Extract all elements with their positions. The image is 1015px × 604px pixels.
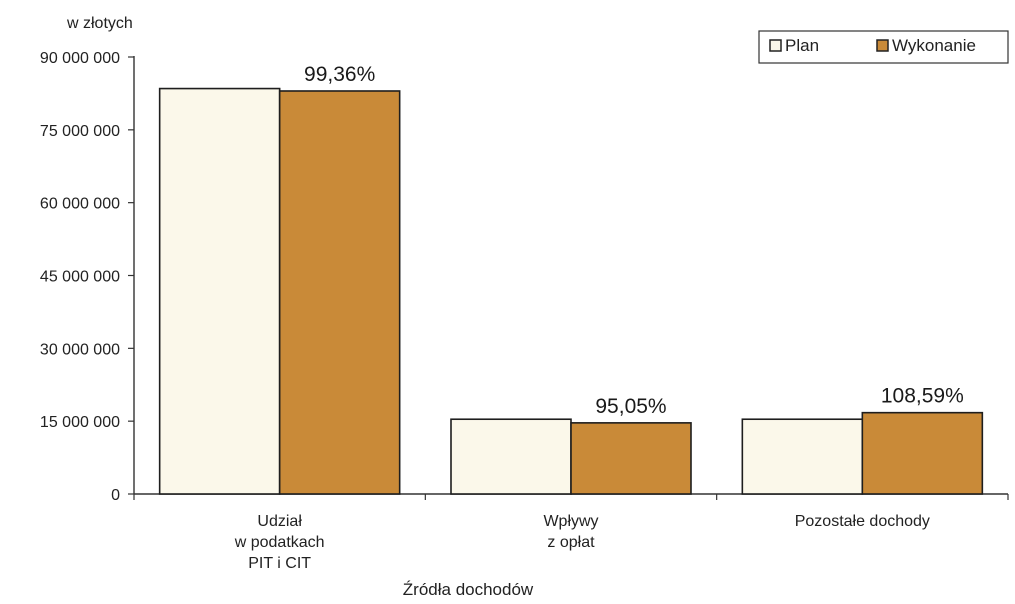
bar-annotation: 108,59% [881, 385, 964, 408]
x-axis-title: Źródła dochodów [403, 580, 534, 599]
bars-layer [158, 87, 984, 495]
bar-annotation: 95,05% [595, 395, 666, 418]
legend-swatch-plan [769, 39, 782, 52]
x-category-label: z opłat [547, 534, 595, 551]
legend: Plan Wykonanie [758, 30, 1009, 64]
x-category-label: w podatkach [234, 534, 325, 551]
bar-plan [158, 87, 281, 495]
labels-layer: 0 15 000 000 30 000 000 45 000 000 60 000 00… [40, 50, 964, 572]
bar-annotation: 99,36% [304, 63, 375, 86]
bar-plan [741, 418, 864, 495]
y-tick-label: 60 000 000 [40, 196, 120, 213]
y-tick-label: 0 [111, 487, 120, 504]
y-tick-label: 75 000 000 [40, 123, 120, 140]
y-tick-label: 15 000 000 [40, 414, 120, 431]
y-tick-label: 90 000 000 [40, 50, 120, 67]
bar-wykonanie [278, 90, 401, 495]
bar-plan [450, 418, 572, 495]
x-category-label: Pozostałe dochody [795, 513, 930, 530]
bar-wykonanie [861, 411, 984, 495]
legend-label-plan: Plan [785, 36, 819, 55]
legend-label-wykonanie: Wykonanie [892, 36, 976, 55]
bar-wykonanie [570, 422, 692, 495]
y-tick-label: 45 000 000 [40, 269, 120, 286]
x-category-label: Wpływy [543, 513, 598, 530]
y-tick-label: 30 000 000 [40, 341, 120, 358]
x-category-label: Udział [257, 513, 302, 530]
x-category-label: PIT i CIT [248, 555, 311, 572]
unit-label: w złotych [66, 15, 133, 32]
legend-swatch-wykonanie [876, 39, 889, 52]
